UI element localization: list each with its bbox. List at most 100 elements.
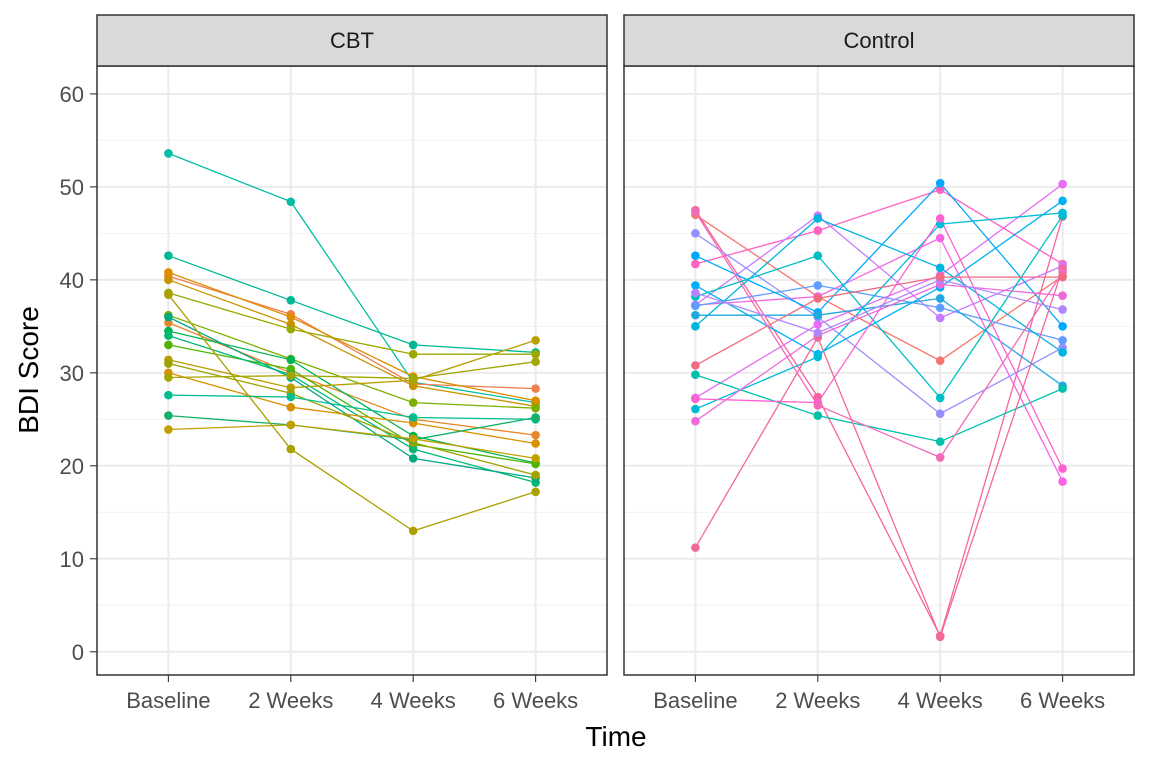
data-point [286, 371, 296, 380]
series-line [695, 214, 1063, 319]
data-point [935, 437, 945, 446]
data-point [813, 214, 823, 223]
data-point [1058, 464, 1067, 473]
y-tick-label: 0 [72, 640, 84, 665]
data-point [531, 349, 540, 359]
data-point [408, 349, 418, 359]
data-point [935, 453, 945, 462]
panel-background [97, 66, 607, 675]
y-tick-label: 50 [60, 175, 84, 200]
data-point [286, 355, 296, 365]
data-point [935, 632, 945, 642]
x-tick-label: Baseline [126, 688, 210, 713]
series-line [695, 283, 1063, 422]
data-point [286, 444, 296, 454]
data-point [813, 281, 823, 290]
series-line [168, 424, 536, 460]
data-point [286, 420, 296, 430]
data-point [935, 356, 945, 366]
data-point [531, 413, 540, 422]
data-point [691, 207, 700, 217]
series-line [167, 294, 536, 532]
data-point [935, 185, 945, 194]
series-line [695, 188, 1063, 265]
data-point [286, 197, 296, 207]
series-line [694, 217, 1063, 353]
y-tick-label: 60 [60, 82, 84, 107]
series-line [695, 183, 1063, 399]
data-point [531, 384, 540, 393]
y-axis-title: BDI Score [13, 306, 44, 434]
data-point [813, 401, 823, 410]
data-point [1058, 291, 1067, 300]
data-point [691, 416, 700, 426]
data-point [164, 312, 173, 322]
data-point [813, 352, 823, 362]
data-point [1058, 384, 1067, 393]
data-point [164, 149, 173, 158]
series-line [695, 215, 1064, 399]
data-point [408, 413, 418, 422]
data-point [813, 310, 823, 320]
data-point [164, 268, 173, 277]
data-point [935, 263, 945, 273]
series-line [695, 214, 1063, 362]
y-tick-label: 10 [60, 547, 84, 572]
series-line [168, 314, 536, 409]
data-point [691, 543, 700, 552]
data-point [408, 526, 418, 536]
data-point [813, 294, 823, 303]
data-point [164, 425, 173, 434]
data-point [691, 251, 700, 260]
data-point [531, 357, 540, 366]
data-point [691, 404, 700, 414]
data-point [1058, 335, 1067, 345]
data-point [935, 393, 945, 403]
data-point [164, 411, 173, 420]
data-point [531, 487, 540, 497]
x-tick-label: 4 Weeks [371, 688, 456, 713]
panel-background [624, 66, 1134, 675]
data-point [691, 229, 700, 238]
data-point [691, 310, 700, 320]
data-point [1058, 477, 1067, 486]
data-point [813, 411, 823, 420]
data-point [691, 370, 700, 379]
data-point [935, 294, 945, 303]
series-line [695, 374, 1063, 443]
series-line [695, 284, 1063, 341]
x-tick-label: 4 Weeks [898, 688, 983, 713]
data-point [531, 430, 540, 440]
panel-cbt: CBT Baseline 2 Weeks 4 Weeks 6 Weeks [96, 14, 608, 713]
data-point [164, 359, 173, 368]
data-point [531, 335, 540, 345]
data-point [691, 361, 700, 370]
x-tick-label: Baseline [653, 688, 737, 713]
facet-strip-label: Control [844, 28, 915, 53]
data-point [408, 398, 418, 407]
data-point [531, 454, 540, 463]
series-line [695, 276, 1063, 366]
series-line [168, 361, 536, 380]
data-point [813, 328, 823, 338]
series-line [168, 330, 536, 464]
x-tick-label: 6 Weeks [493, 688, 578, 713]
data-point [286, 312, 296, 322]
series-line [695, 200, 1063, 355]
data-point [691, 288, 700, 298]
data-point [813, 251, 823, 260]
data-point [164, 331, 173, 340]
data-point [935, 409, 945, 419]
data-point [935, 303, 945, 313]
series-line [168, 339, 536, 389]
series-line [168, 362, 536, 476]
data-point [935, 233, 945, 243]
series-line [168, 334, 536, 484]
data-point [1058, 272, 1067, 282]
data-point [935, 214, 945, 223]
series-line [168, 292, 536, 355]
data-point [164, 390, 173, 400]
x-axis-title: Time [585, 721, 646, 752]
data-point [164, 251, 173, 260]
data-point [691, 322, 700, 331]
